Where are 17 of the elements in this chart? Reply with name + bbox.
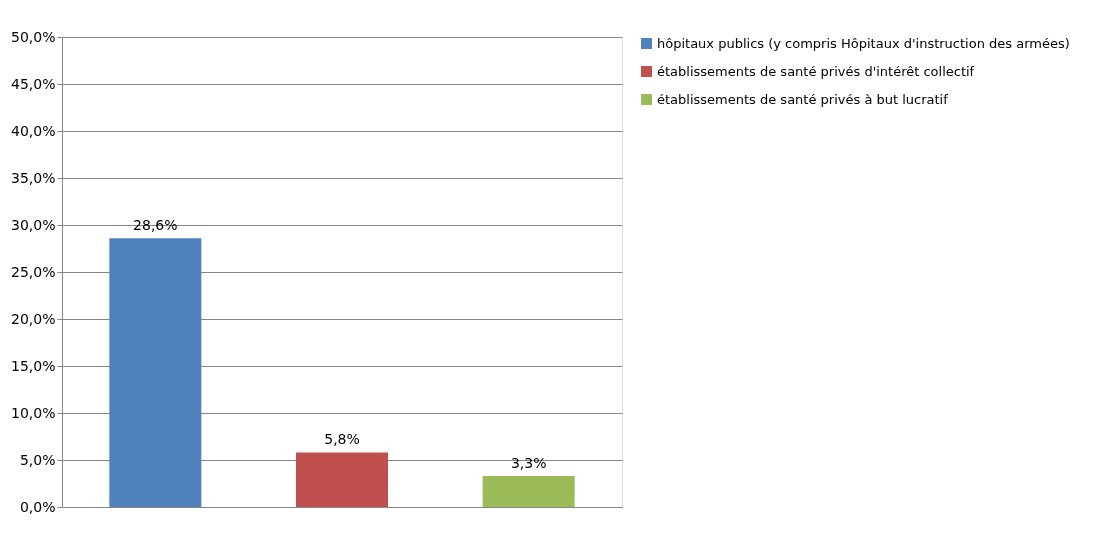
y-tick-label: 35,0% bbox=[11, 169, 56, 186]
y-tick-label: 20,0% bbox=[11, 310, 56, 327]
y-tick-label: 50,0% bbox=[11, 28, 56, 45]
data-label: 3,3% bbox=[510, 454, 547, 471]
legend-label: établissements de santé privés à but lucratif bbox=[657, 91, 949, 107]
data-label: 5,8% bbox=[324, 431, 360, 448]
y-tick-label: 10,0% bbox=[11, 404, 56, 421]
y-tick-label: 45,0% bbox=[11, 75, 56, 92]
y-tick-label: 30,0% bbox=[11, 216, 56, 233]
y-tick-label: 40,0% bbox=[11, 122, 56, 139]
legend-label: établissements de santé privés d'intérêt collectif bbox=[657, 63, 975, 79]
y-tick-label: 15,0% bbox=[11, 357, 56, 374]
legend-label: hôpitaux publics (y compris Hôpitaux d'instruction des armées) bbox=[657, 35, 1070, 51]
y-tick-label: 5,0% bbox=[19, 451, 56, 468]
y-tick-label: 0,0% bbox=[19, 498, 56, 515]
y-tick-label: 25,0% bbox=[11, 263, 56, 280]
data-label: 28,6% bbox=[133, 217, 178, 234]
